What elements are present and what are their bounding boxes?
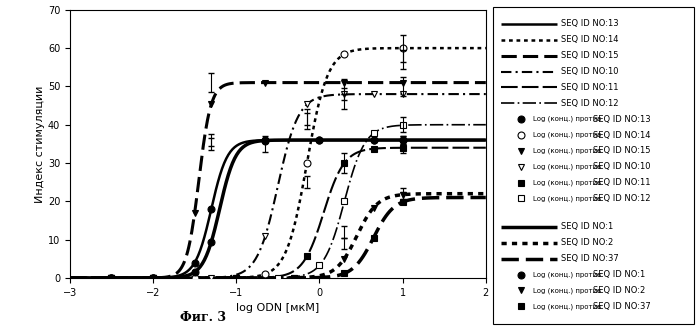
Text: SEQ ID NO:12: SEQ ID NO:12 (561, 99, 619, 108)
Text: Log (конц.) против: Log (конц.) против (533, 195, 601, 202)
Text: SEQ ID NO:12: SEQ ID NO:12 (593, 194, 651, 203)
X-axis label: log ODN [мкМ]: log ODN [мкМ] (236, 303, 319, 313)
Text: SEQ ID NO:15: SEQ ID NO:15 (561, 51, 619, 60)
Text: SEQ ID NO:10: SEQ ID NO:10 (593, 162, 651, 171)
Y-axis label: Индекс стимуляции: Индекс стимуляции (35, 85, 45, 202)
Text: SEQ ID NO:2: SEQ ID NO:2 (593, 286, 646, 295)
Text: Log (конц.) против: Log (конц.) против (533, 303, 601, 310)
Text: SEQ ID NO:37: SEQ ID NO:37 (593, 302, 651, 311)
Text: SEQ ID NO:10: SEQ ID NO:10 (561, 67, 619, 76)
Text: Log (конц.) против: Log (конц.) против (533, 179, 601, 186)
Text: SEQ ID NO:13: SEQ ID NO:13 (593, 115, 651, 124)
Text: SEQ ID NO:37: SEQ ID NO:37 (561, 254, 619, 263)
Text: SEQ ID NO:1: SEQ ID NO:1 (593, 270, 646, 279)
Text: SEQ ID NO:11: SEQ ID NO:11 (593, 178, 651, 187)
Text: SEQ ID NO:2: SEQ ID NO:2 (561, 238, 614, 247)
Text: Log (конц.) против: Log (конц.) против (533, 147, 601, 154)
Text: Log (конц.) против: Log (конц.) против (533, 164, 601, 170)
Text: Фиг. 3: Фиг. 3 (180, 311, 226, 324)
Text: SEQ ID NO:14: SEQ ID NO:14 (593, 130, 651, 140)
Text: Log (конц.) против: Log (конц.) против (533, 271, 601, 278)
Text: SEQ ID NO:1: SEQ ID NO:1 (561, 222, 614, 232)
Text: Log (конц.) против: Log (конц.) против (533, 132, 601, 138)
Text: Log (конц.) против: Log (конц.) против (533, 116, 601, 122)
Text: SEQ ID NO:13: SEQ ID NO:13 (561, 20, 619, 28)
Text: SEQ ID NO:14: SEQ ID NO:14 (561, 35, 619, 44)
Text: Log (конц.) против: Log (конц.) против (533, 287, 601, 294)
Text: SEQ ID NO:11: SEQ ID NO:11 (561, 83, 619, 92)
Text: SEQ ID NO:15: SEQ ID NO:15 (593, 146, 651, 155)
